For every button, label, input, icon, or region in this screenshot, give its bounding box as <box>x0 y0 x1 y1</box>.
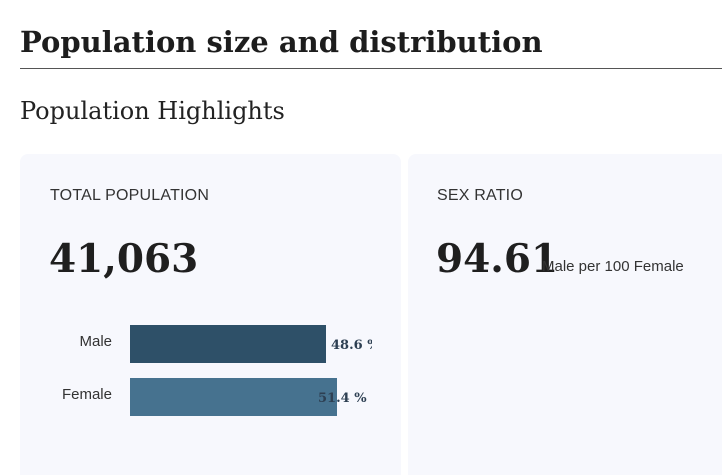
sex-ratio-card: SEX RATIO 94.61 Male per 100 Female <box>408 154 722 475</box>
male-bar-label: Male <box>79 333 112 350</box>
female-bar <box>130 378 337 416</box>
sex-ratio-unit: Male per 100 Female <box>542 258 684 275</box>
title-divider <box>20 68 722 69</box>
male-bar-value: 48.6 % <box>331 338 372 353</box>
male-bar <box>130 325 326 363</box>
total-population-card: TOTAL POPULATION 41,063 Male 48.6 % Fema… <box>20 154 401 475</box>
total-population-label: TOTAL POPULATION <box>50 187 210 204</box>
female-bar-label: Female <box>61 386 112 403</box>
total-population-value: 41,063 <box>49 236 199 282</box>
section-title: Population Highlights <box>20 97 285 125</box>
sex-ratio-label: SEX RATIO <box>437 187 523 204</box>
page-title: Population size and distribution <box>20 25 543 59</box>
female-bar-value: 51.4 % <box>318 391 367 406</box>
sex-ratio-value: 94.61 <box>436 236 559 282</box>
